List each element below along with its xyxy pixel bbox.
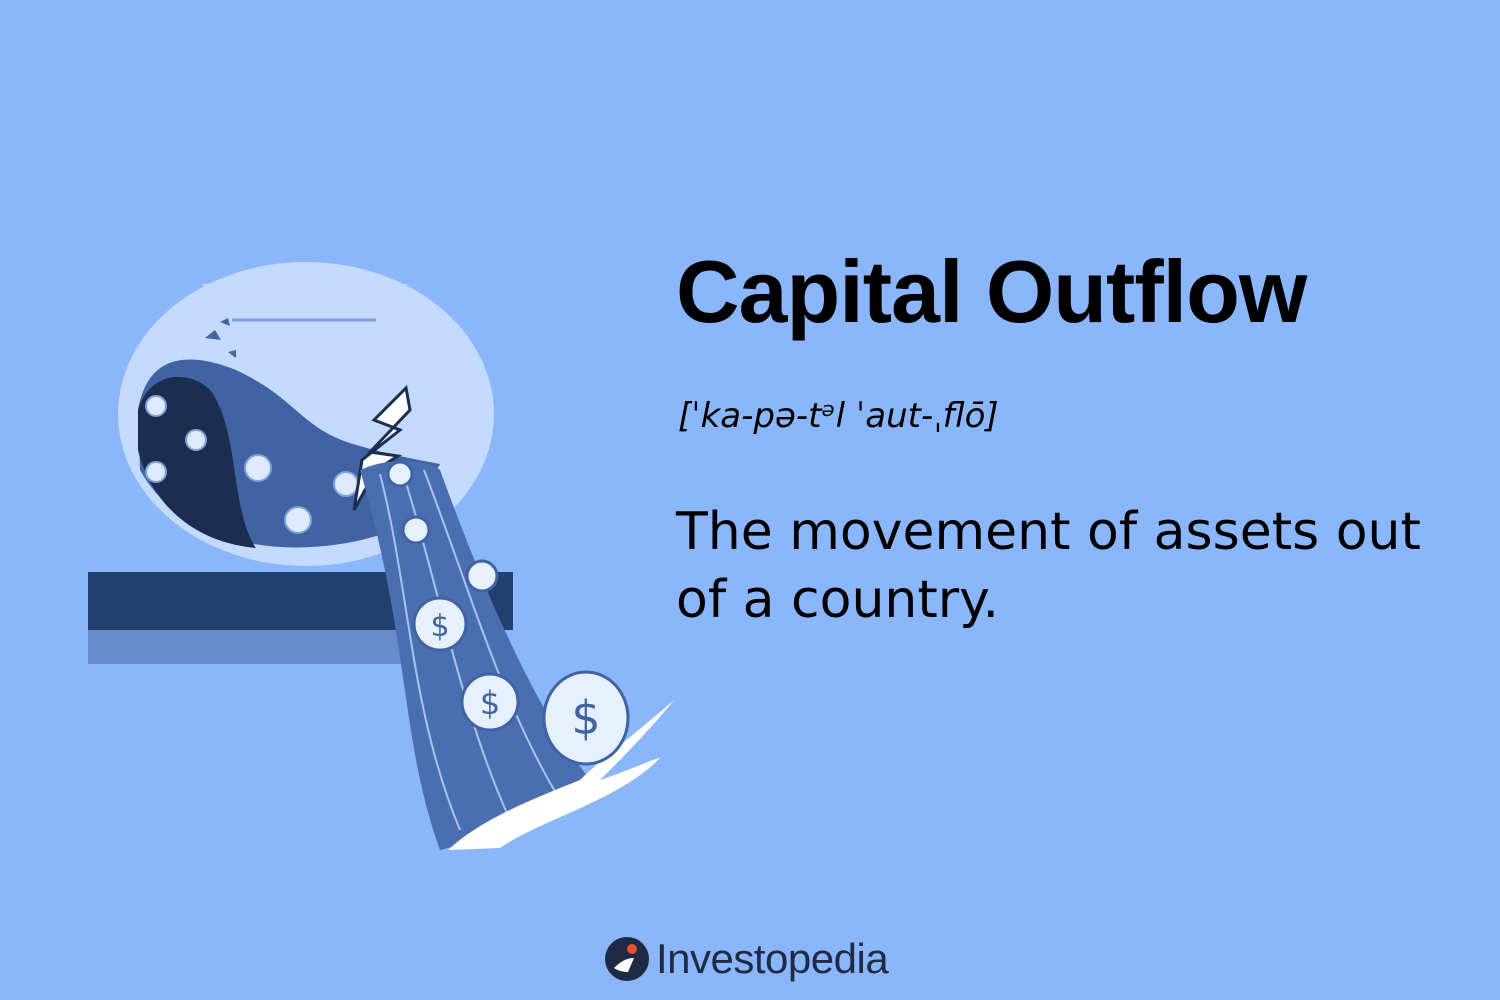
spilling-coins xyxy=(386,460,630,766)
jar-coins xyxy=(145,395,359,534)
splash xyxy=(448,700,674,850)
term-definition: The movement of assets out of a country. xyxy=(676,502,1421,630)
investopedia-logo-icon xyxy=(605,937,649,981)
spilling-stream xyxy=(360,460,590,850)
glass-jar xyxy=(118,262,494,566)
svg-text:$: $ xyxy=(430,609,449,644)
term-title: Capital Outflow xyxy=(676,242,1307,341)
term-pronunciation: [ˈka-pə-tᵊl ˈaut-ˌflō] xyxy=(678,396,999,436)
cracked-jar-illustration: $ $ $ xyxy=(88,262,674,850)
brand-name: Investopedia xyxy=(656,935,889,982)
brand-logo: Investopedia xyxy=(604,933,889,985)
svg-text:$: $ xyxy=(480,684,500,722)
coin-dollar-signs: $ $ $ xyxy=(430,609,600,745)
svg-text:$: $ xyxy=(571,691,600,745)
